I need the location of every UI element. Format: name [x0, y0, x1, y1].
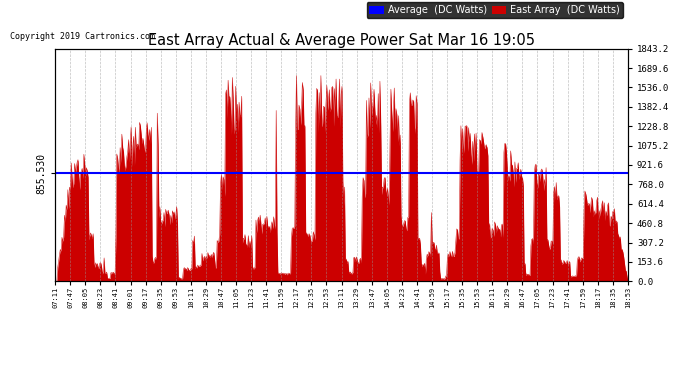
Legend: Average  (DC Watts), East Array  (DC Watts): Average (DC Watts), East Array (DC Watts… — [366, 3, 623, 18]
Text: Copyright 2019 Cartronics.com: Copyright 2019 Cartronics.com — [10, 32, 155, 41]
Title: East Array Actual & Average Power Sat Mar 16 19:05: East Array Actual & Average Power Sat Ma… — [148, 33, 535, 48]
